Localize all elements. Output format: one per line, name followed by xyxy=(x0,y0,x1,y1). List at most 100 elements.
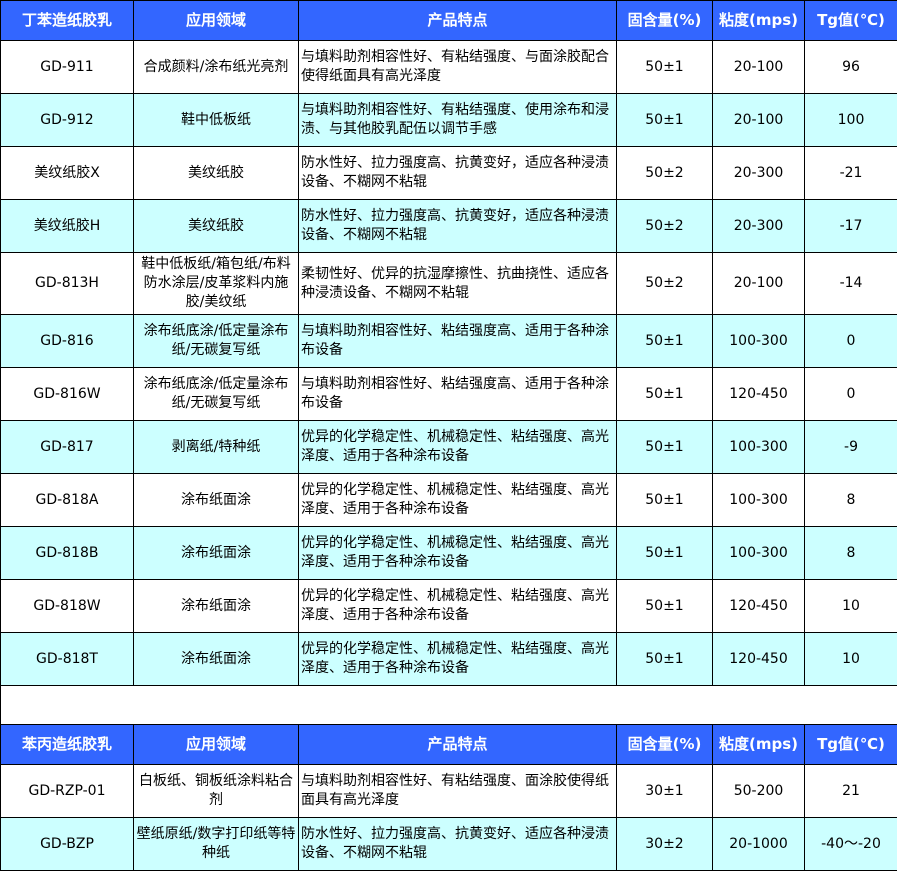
cell-solid-content: 50±1 xyxy=(616,314,713,368)
cell-viscosity: 20-1000 xyxy=(712,817,805,871)
cell-features: 防水性好、拉力强度高、抗黄变好、适应各种浸渍设备、不糊网不粘辊 xyxy=(298,817,617,871)
cell-solid-content: 30±2 xyxy=(616,817,713,871)
section-spacer xyxy=(0,685,897,725)
cell-product-code: GD-813H xyxy=(0,252,134,315)
table-header-row: 苯丙造纸胶乳 应用领域 产品特点 固含量(%) 粘度(mps) Tg值(℃) xyxy=(0,724,897,765)
table-row: 美纹纸胶H 美纹纸胶 防水性好、拉力强度高、抗黄变好，适应各种浸渍设备、不糊网不粘辊… xyxy=(0,199,897,253)
cell-application: 白板纸、铜板纸涂料粘合剂 xyxy=(133,764,299,818)
table-row: GD-813H 鞋中低板纸/箱包纸/布料防水涂层/皮革浆料内施胶/美纹纸 柔韧性好、… xyxy=(0,252,897,315)
cell-viscosity: 120-450 xyxy=(712,632,805,686)
cell-product-code: GD-911 xyxy=(0,40,134,94)
cell-viscosity: 20-300 xyxy=(712,146,805,200)
header-application: 应用领域 xyxy=(133,0,299,41)
cell-tg-value: 10 xyxy=(804,632,897,686)
spacer-cell xyxy=(0,685,897,725)
cell-features: 优异的化学稳定性、机械稳定性、粘结强度、高光泽度、适用于各种涂布设备 xyxy=(298,632,617,686)
cell-viscosity: 50-200 xyxy=(712,764,805,818)
cell-features: 与填料助剂相容性好、粘结强度高、适用于各种涂布设备 xyxy=(298,314,617,368)
table-row: 美纹纸胶X 美纹纸胶 防水性好、拉力强度高、抗黄变好，适应各种浸渍设备、不糊网不粘辊… xyxy=(0,146,897,200)
cell-product-code: GD-818A xyxy=(0,473,134,527)
cell-product-code: 美纹纸胶X xyxy=(0,146,134,200)
cell-features: 优异的化学稳定性、机械稳定性、粘结强度、高光泽度、适用于各种涂布设备 xyxy=(298,420,617,474)
table-row: GD-818A 涂布纸面涂 优异的化学稳定性、机械稳定性、粘结强度、高光泽度、适用于… xyxy=(0,473,897,527)
cell-product-code: GD-816 xyxy=(0,314,134,368)
cell-solid-content: 50±1 xyxy=(616,579,713,633)
table-row: GD-817 剥离纸/特种纸 优异的化学稳定性、机械稳定性、粘结强度、高光泽度、适用… xyxy=(0,420,897,474)
cell-solid-content: 50±2 xyxy=(616,199,713,253)
table-row: GD-818T 涂布纸面涂 优异的化学稳定性、机械稳定性、粘结强度、高光泽度、适用于… xyxy=(0,632,897,686)
cell-product-code: GD-818T xyxy=(0,632,134,686)
cell-application: 美纹纸胶 xyxy=(133,146,299,200)
cell-application: 涂布纸底涂/低定量涂布纸/无碳复写纸 xyxy=(133,314,299,368)
header-product-code: 苯丙造纸胶乳 xyxy=(0,724,134,765)
cell-application: 美纹纸胶 xyxy=(133,199,299,253)
cell-product-code: GD-817 xyxy=(0,420,134,474)
cell-application: 壁纸原纸/数字打印纸等特种纸 xyxy=(133,817,299,871)
table-row: GD-816W 涂布纸底涂/低定量涂布纸/无碳复写纸 与填料助剂相容性好、粘结强度高… xyxy=(0,367,897,421)
cell-solid-content: 50±2 xyxy=(616,252,713,315)
header-product-code: 丁苯造纸胶乳 xyxy=(0,0,134,41)
cell-viscosity: 100-300 xyxy=(712,473,805,527)
table-row: GD-818B 涂布纸面涂 优异的化学稳定性、机械稳定性、粘结强度、高光泽度、适用于… xyxy=(0,526,897,580)
cell-solid-content: 50±1 xyxy=(616,367,713,421)
cell-product-code: GD-BZP xyxy=(0,817,134,871)
table-row: GD-816 涂布纸底涂/低定量涂布纸/无碳复写纸 与填料助剂相容性好、粘结强度高、… xyxy=(0,314,897,368)
cell-application: 剥离纸/特种纸 xyxy=(133,420,299,474)
cell-viscosity: 100-300 xyxy=(712,526,805,580)
cell-solid-content: 50±1 xyxy=(616,93,713,147)
table-row: GD-818W 涂布纸面涂 优异的化学稳定性、机械稳定性、粘结强度、高光泽度、适用于… xyxy=(0,579,897,633)
cell-product-code: GD-818W xyxy=(0,579,134,633)
cell-features: 与填料助剂相容性好、粘结强度高、适用于各种涂布设备 xyxy=(298,367,617,421)
cell-application: 涂布纸面涂 xyxy=(133,473,299,527)
header-solid-content: 固含量(%) xyxy=(616,724,713,765)
cell-viscosity: 20-100 xyxy=(712,40,805,94)
header-application: 应用领域 xyxy=(133,724,299,765)
header-viscosity: 粘度(mps) xyxy=(712,724,805,765)
cell-tg-value: 10 xyxy=(804,579,897,633)
cell-application: 涂布纸底涂/低定量涂布纸/无碳复写纸 xyxy=(133,367,299,421)
cell-viscosity: 120-450 xyxy=(712,579,805,633)
cell-application: 涂布纸面涂 xyxy=(133,526,299,580)
cell-tg-value: -14 xyxy=(804,252,897,315)
cell-viscosity: 20-100 xyxy=(712,252,805,315)
cell-application: 鞋中低板纸/箱包纸/布料防水涂层/皮革浆料内施胶/美纹纸 xyxy=(133,252,299,315)
cell-solid-content: 50±1 xyxy=(616,420,713,474)
cell-product-code: GD-818B xyxy=(0,526,134,580)
cell-features: 优异的化学稳定性、机械稳定性、粘结强度、高光泽度、适用于各种涂布设备 xyxy=(298,473,617,527)
cell-tg-value: 21 xyxy=(804,764,897,818)
cell-product-code: GD-816W xyxy=(0,367,134,421)
cell-tg-value: 0 xyxy=(804,367,897,421)
cell-solid-content: 50±1 xyxy=(616,632,713,686)
header-features: 产品特点 xyxy=(298,724,617,765)
cell-solid-content: 50±1 xyxy=(616,40,713,94)
cell-solid-content: 50±1 xyxy=(616,473,713,527)
table-header-row: 丁苯造纸胶乳 应用领域 产品特点 固含量(%) 粘度(mps) Tg值(℃) xyxy=(0,0,897,41)
cell-application: 涂布纸面涂 xyxy=(133,632,299,686)
cell-viscosity: 20-300 xyxy=(712,199,805,253)
header-solid-content: 固含量(%) xyxy=(616,0,713,41)
cell-tg-value: 100 xyxy=(804,93,897,147)
cell-features: 柔韧性好、优异的抗湿摩擦性、抗曲挠性、适应各种浸渍设备、不糊网不粘辊 xyxy=(298,252,617,315)
cell-viscosity: 120-450 xyxy=(712,367,805,421)
cell-tg-value: 0 xyxy=(804,314,897,368)
cell-tg-value: -40～-20 xyxy=(804,817,897,871)
table-row: GD-912 鞋中低板纸 与填料助剂相容性好、有粘结强度、使用涂布和浸渍、与其他胶乳… xyxy=(0,93,897,147)
header-features: 产品特点 xyxy=(298,0,617,41)
cell-product-code: GD-RZP-01 xyxy=(0,764,134,818)
cell-features: 与填料助剂相容性好、有粘结强度、面涂胶使得纸面具有高光泽度 xyxy=(298,764,617,818)
table-row: GD-911 合成颜料/涂布纸光亮剂 与填料助剂相容性好、有粘结强度、与面涂胶配合使… xyxy=(0,40,897,94)
cell-features: 优异的化学稳定性、机械稳定性、粘结强度、高光泽度、适用于各种涂布设备 xyxy=(298,526,617,580)
header-viscosity: 粘度(mps) xyxy=(712,0,805,41)
table-row: GD-BZP 壁纸原纸/数字打印纸等特种纸 防水性好、拉力强度高、抗黄变好、适应各种… xyxy=(0,817,897,871)
cell-tg-value: 8 xyxy=(804,473,897,527)
header-tg-value: Tg值(℃) xyxy=(804,724,897,765)
cell-features: 优异的化学稳定性、机械稳定性、粘结强度、高光泽度、适用于各种涂布设备 xyxy=(298,579,617,633)
cell-features: 防水性好、拉力强度高、抗黄变好，适应各种浸渍设备、不糊网不粘辊 xyxy=(298,146,617,200)
cell-features: 与填料助剂相容性好、有粘结强度、使用涂布和浸渍、与其他胶乳配伍以调节手感 xyxy=(298,93,617,147)
cell-application: 合成颜料/涂布纸光亮剂 xyxy=(133,40,299,94)
cell-tg-value: -21 xyxy=(804,146,897,200)
cell-viscosity: 100-300 xyxy=(712,314,805,368)
cell-tg-value: 96 xyxy=(804,40,897,94)
cell-solid-content: 30±1 xyxy=(616,764,713,818)
